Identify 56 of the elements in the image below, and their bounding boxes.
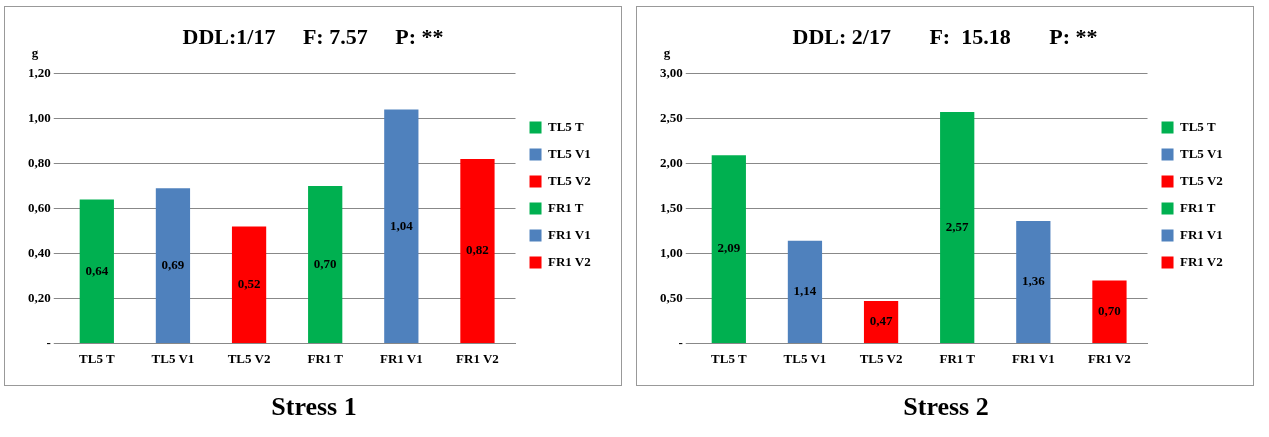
chart-title: DDL:1/17 F: 7.57 P: **: [182, 23, 444, 49]
x-tick-label: FR1 T: [939, 350, 976, 366]
y-tick-label: -: [678, 334, 683, 350]
legend-label: TL5 V1: [1180, 145, 1223, 161]
x-tick-label: TL5 T: [711, 350, 747, 366]
y-tick-label: 3,00: [660, 64, 683, 80]
y-tick-label: 1,50: [660, 199, 683, 215]
data-label: 2,09: [717, 240, 741, 256]
x-tick-label: FR1 V1: [1011, 350, 1055, 366]
legend-label: TL5 V1: [548, 145, 591, 161]
y-tick-label: 0,80: [28, 154, 51, 170]
x-tick-label: FR1 V2: [1088, 350, 1131, 366]
y-tick-label: 0,50: [660, 289, 683, 305]
y-axis-title: g: [31, 44, 39, 60]
y-tick-label: 1,00: [660, 244, 683, 260]
data-label: 0,52: [237, 276, 261, 292]
y-axis-title: g: [663, 44, 671, 60]
data-label: 1,14: [793, 283, 817, 299]
data-label: 0,70: [313, 255, 337, 271]
data-label: 0,70: [1098, 303, 1121, 319]
legend-label: FR1 T: [1180, 199, 1216, 215]
data-label: 2,57: [945, 218, 970, 234]
legend-label: TL5 T: [1180, 118, 1216, 134]
data-label: 0,64: [85, 262, 109, 278]
legend-label: FR1 V2: [1180, 253, 1223, 269]
legend-label: TL5 V2: [548, 172, 591, 188]
data-label: 1,36: [1021, 273, 1046, 289]
x-tick-label: TL5 V1: [783, 350, 827, 366]
data-label: 0,47: [869, 313, 893, 329]
x-tick-label: TL5 T: [79, 350, 115, 366]
x-tick-label: TL5 V1: [151, 350, 195, 366]
y-tick-label: 0,60: [28, 199, 51, 215]
y-tick-label: 2,00: [660, 154, 683, 170]
text: Stress 1: [270, 392, 358, 422]
data-label: 0,82: [466, 242, 489, 258]
legend-label: TL5 V2: [1180, 172, 1223, 188]
legend-label: FR1 V2: [548, 253, 591, 269]
chart-title: DDL: 2/17 F: 15.18 P: **: [792, 23, 1098, 49]
legend-label: FR1 T: [548, 199, 584, 215]
y-tick-label: 0,40: [28, 244, 51, 260]
legend-label: TL5 T: [548, 118, 584, 134]
x-tick-label: FR1 T: [307, 350, 344, 366]
x-tick-label: TL5 V2: [227, 350, 271, 366]
x-tick-label: TL5 V2: [859, 350, 903, 366]
x-tick-label: FR1 V1: [379, 350, 423, 366]
legend-label: FR1 V1: [1180, 226, 1223, 242]
y-tick-label: 1,20: [28, 64, 51, 80]
legend-label: FR1 V1: [548, 226, 591, 242]
data-label: 0,69: [161, 256, 185, 272]
y-tick-label: 2,50: [660, 109, 683, 125]
text: Stress 2: [902, 392, 990, 422]
x-tick-label: FR1 V2: [456, 350, 499, 366]
y-tick-label: -: [46, 334, 51, 350]
data-label: 1,04: [389, 217, 414, 233]
y-tick-label: 1,00: [28, 109, 51, 125]
y-tick-label: 0,20: [28, 289, 51, 305]
